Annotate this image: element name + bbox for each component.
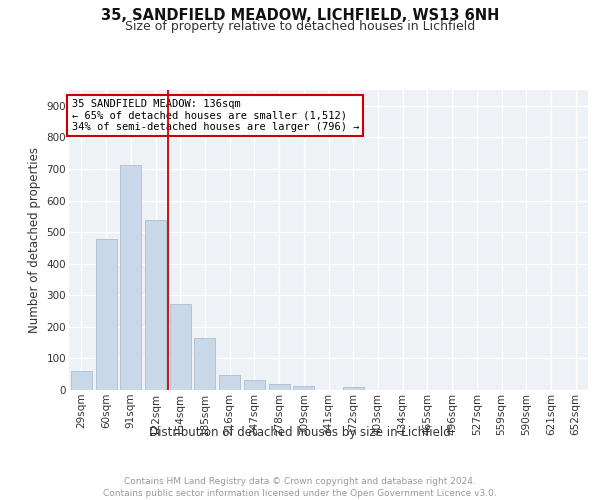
Text: Distribution of detached houses by size in Lichfield: Distribution of detached houses by size … bbox=[149, 426, 451, 439]
Text: 35, SANDFIELD MEADOW, LICHFIELD, WS13 6NH: 35, SANDFIELD MEADOW, LICHFIELD, WS13 6N… bbox=[101, 8, 499, 22]
Text: Contains HM Land Registry data © Crown copyright and database right 2024.
Contai: Contains HM Land Registry data © Crown c… bbox=[103, 476, 497, 498]
Bar bbox=[170, 304, 191, 390]
Bar bbox=[343, 388, 364, 390]
Bar bbox=[71, 371, 92, 390]
Bar bbox=[120, 164, 141, 390]
Bar bbox=[219, 375, 240, 390]
Y-axis label: Number of detached properties: Number of detached properties bbox=[28, 147, 41, 333]
Text: Size of property relative to detached houses in Lichfield: Size of property relative to detached ho… bbox=[125, 20, 475, 33]
Bar bbox=[293, 386, 314, 390]
Bar bbox=[194, 338, 215, 390]
Bar bbox=[269, 384, 290, 390]
Text: 35 SANDFIELD MEADOW: 136sqm
← 65% of detached houses are smaller (1,512)
34% of : 35 SANDFIELD MEADOW: 136sqm ← 65% of det… bbox=[71, 99, 359, 132]
Bar bbox=[145, 220, 166, 390]
Bar bbox=[244, 380, 265, 390]
Bar bbox=[95, 239, 116, 390]
